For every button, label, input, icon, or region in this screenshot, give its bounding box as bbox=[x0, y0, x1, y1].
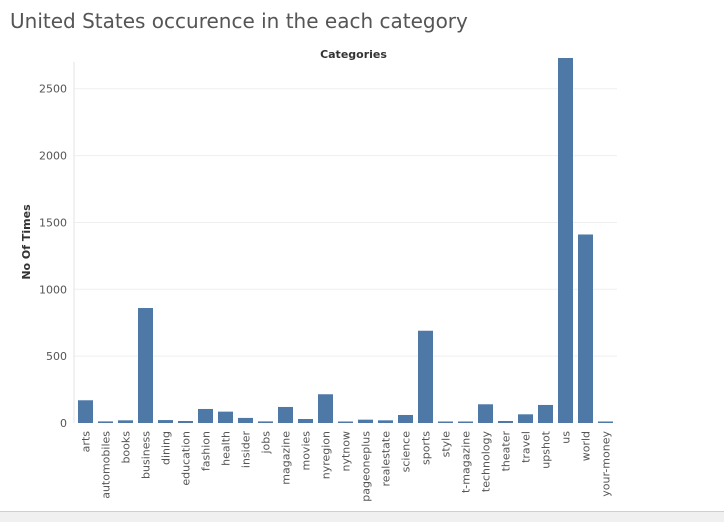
x-tick-label: magazine bbox=[280, 431, 293, 485]
x-tick-label: fashion bbox=[200, 431, 213, 471]
bar bbox=[158, 420, 173, 423]
bar bbox=[538, 404, 553, 423]
x-tick-label: pageoneplus bbox=[360, 431, 373, 502]
x-tick-label: automobiles bbox=[100, 431, 113, 499]
bar bbox=[438, 421, 453, 423]
bar bbox=[358, 419, 373, 423]
x-tick-label: movies bbox=[300, 431, 313, 471]
x-tick-label: nytnow bbox=[340, 431, 353, 472]
column-header: Categories bbox=[320, 48, 387, 61]
bar-chart: Categories 0 500 1000 1500 2000 2500 No Of Time… bbox=[20, 48, 617, 502]
y-tick-label: 1000 bbox=[39, 283, 67, 296]
y-tick-label: 2500 bbox=[39, 83, 67, 96]
bar bbox=[98, 421, 113, 423]
bar bbox=[278, 406, 293, 423]
bar bbox=[238, 417, 253, 423]
x-tick-label: us bbox=[560, 431, 573, 444]
x-tick-label: dining bbox=[160, 431, 173, 465]
bar bbox=[458, 421, 473, 423]
bar bbox=[378, 420, 393, 423]
x-tick-label: realestate bbox=[380, 431, 393, 487]
bar bbox=[598, 421, 613, 423]
bar bbox=[398, 414, 413, 423]
bar bbox=[418, 330, 433, 423]
y-axis-title: No Of Times bbox=[20, 204, 33, 280]
bar bbox=[338, 421, 353, 423]
x-tick-label: theater bbox=[500, 431, 513, 472]
bar bbox=[558, 57, 573, 423]
x-tick-label: technology bbox=[480, 431, 493, 493]
x-tick-label: education bbox=[180, 431, 193, 486]
bar bbox=[218, 411, 233, 423]
x-tick-label: t-magazine bbox=[460, 431, 473, 493]
bar bbox=[198, 408, 213, 423]
chart-title: United States occurence in the each cate… bbox=[10, 9, 468, 33]
x-tick-label: science bbox=[400, 431, 413, 473]
x-tick-label: arts bbox=[80, 431, 93, 453]
x-tick-label: your-money bbox=[600, 431, 613, 497]
bar bbox=[178, 420, 193, 423]
y-tick-label: 2000 bbox=[39, 150, 67, 163]
x-tick-label: nyregion bbox=[320, 431, 333, 479]
bar bbox=[478, 404, 493, 423]
x-tick-label: business bbox=[140, 431, 153, 479]
bar bbox=[298, 418, 313, 423]
bar bbox=[498, 420, 513, 423]
bar bbox=[518, 414, 533, 423]
y-tick-label: 1500 bbox=[39, 216, 67, 229]
x-tick-label: world bbox=[580, 431, 593, 461]
bar bbox=[118, 420, 133, 423]
bar bbox=[258, 421, 273, 423]
x-tick-label: sports bbox=[420, 431, 433, 465]
y-tick-label: 0 bbox=[60, 417, 67, 430]
x-tick-label: style bbox=[440, 431, 453, 458]
horizontal-scrollbar[interactable] bbox=[0, 511, 724, 522]
x-tick-label: jobs bbox=[260, 431, 273, 455]
x-tick-label: travel bbox=[520, 431, 533, 463]
bar bbox=[318, 394, 333, 423]
x-tick-label: upshot bbox=[540, 430, 553, 468]
x-tick-label: insider bbox=[240, 431, 253, 469]
x-tick-label: books bbox=[120, 431, 133, 464]
x-tick-label: health bbox=[220, 431, 233, 466]
bar bbox=[78, 400, 93, 423]
bar bbox=[578, 234, 593, 423]
y-tick-label: 500 bbox=[46, 350, 67, 363]
bar bbox=[138, 308, 153, 423]
